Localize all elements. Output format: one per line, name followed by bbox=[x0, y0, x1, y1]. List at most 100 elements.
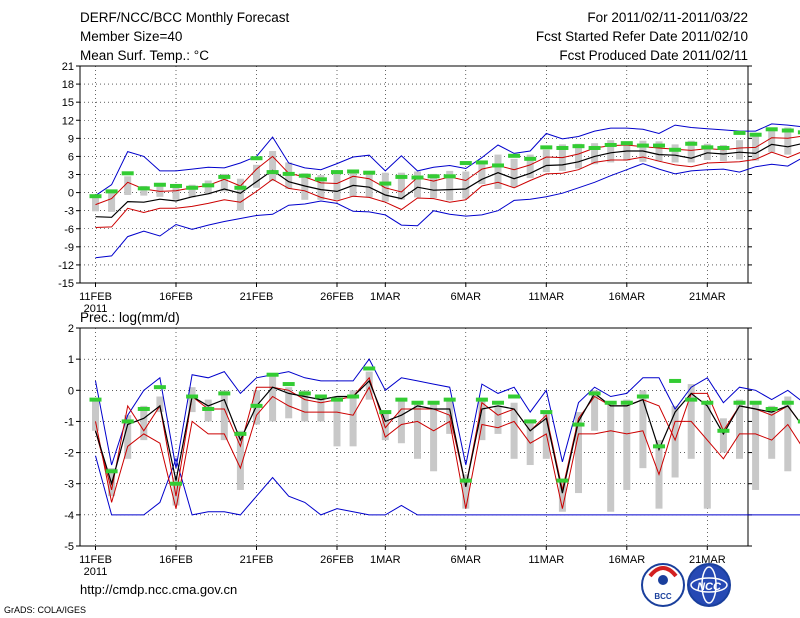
x-tick-label: 26FEB bbox=[320, 554, 354, 566]
median-marker bbox=[701, 400, 714, 405]
median-marker bbox=[153, 385, 166, 390]
ncc-logo: NCC bbox=[687, 563, 731, 607]
spread-box bbox=[575, 143, 582, 169]
median-marker bbox=[556, 145, 569, 150]
median-marker bbox=[331, 397, 343, 402]
variable-label: Mean Surf. Temp.: °C bbox=[80, 48, 209, 63]
spread-box bbox=[510, 158, 518, 188]
x-tick-label: 6MAR bbox=[451, 554, 482, 566]
bcc-logo-text: BCC bbox=[654, 592, 672, 601]
median-marker bbox=[765, 127, 778, 132]
min-envelope-line bbox=[95, 158, 800, 259]
spread-box bbox=[510, 402, 518, 459]
spread-box bbox=[156, 396, 164, 413]
spread-box bbox=[462, 474, 470, 509]
median-marker bbox=[250, 156, 263, 161]
spread-box bbox=[317, 175, 325, 200]
spread-box bbox=[414, 402, 421, 459]
y-tick-label: 12 bbox=[62, 115, 74, 127]
median-marker bbox=[701, 145, 714, 150]
spread-box bbox=[591, 143, 599, 165]
spread-box bbox=[558, 480, 566, 512]
spread-box bbox=[607, 402, 615, 512]
lower-spread-line bbox=[95, 151, 800, 228]
spread-box bbox=[784, 396, 792, 472]
median-marker bbox=[669, 147, 682, 152]
y-tick-label: 18 bbox=[62, 79, 74, 91]
x-tick-label: 11FEB bbox=[79, 554, 112, 566]
median-marker bbox=[475, 160, 488, 165]
lower-spread-line bbox=[95, 385, 800, 509]
spread-box bbox=[526, 154, 534, 179]
y-tick-label: -1 bbox=[64, 416, 74, 428]
median-marker bbox=[186, 185, 199, 190]
median-marker bbox=[121, 419, 134, 424]
median-marker bbox=[475, 397, 488, 402]
max-envelope-line bbox=[95, 358, 800, 469]
median-marker bbox=[717, 145, 730, 150]
x-tick-label: 6MAR bbox=[451, 291, 482, 303]
median-marker bbox=[395, 174, 408, 179]
spread-box bbox=[687, 140, 695, 163]
spread-box bbox=[204, 180, 212, 195]
median-marker bbox=[540, 410, 553, 415]
spread-box bbox=[365, 172, 373, 198]
median-marker bbox=[572, 422, 585, 427]
median-marker bbox=[749, 132, 762, 137]
spread-box bbox=[269, 374, 277, 422]
y-tick-label: -15 bbox=[58, 278, 74, 290]
temperature-panel: -15 -12 -9 -6 -3 0 3 6 9 12 15 18 21 11FEB 16FEB 21FEB 2… bbox=[58, 61, 800, 315]
median-marker bbox=[459, 478, 472, 483]
spread-box bbox=[140, 185, 148, 196]
median-marker bbox=[781, 400, 794, 405]
x-tick-label: 16FEB bbox=[159, 291, 193, 303]
x-year-label: 2011 bbox=[84, 566, 108, 578]
median-marker bbox=[749, 400, 762, 405]
spread-box bbox=[752, 402, 760, 490]
median-marker bbox=[266, 372, 279, 377]
median-marker bbox=[137, 406, 150, 411]
forecast-period: For 2011/02/11-2011/03/22 bbox=[587, 10, 748, 25]
y-tick-label: 9 bbox=[68, 133, 74, 145]
spread-box bbox=[414, 171, 421, 198]
median-marker bbox=[653, 143, 665, 148]
spread-box bbox=[462, 171, 470, 199]
spread-box bbox=[736, 399, 743, 459]
y-tick-label: 3 bbox=[68, 170, 74, 182]
y-tick-label: 0 bbox=[68, 188, 74, 200]
x-tick-label: 21MAR bbox=[689, 291, 726, 303]
median-marker bbox=[105, 189, 118, 194]
spread-box bbox=[140, 405, 148, 441]
y-tick-label: 21 bbox=[62, 61, 74, 73]
median-marker bbox=[669, 378, 682, 383]
bcc-logo: BCC bbox=[641, 563, 685, 607]
median-marker bbox=[572, 144, 585, 149]
y-tick-label: 15 bbox=[62, 97, 74, 109]
median-marker bbox=[588, 145, 601, 150]
median-marker bbox=[347, 394, 360, 399]
source-url[interactable]: http://cmdp.ncc.cma.gov.cn bbox=[80, 582, 237, 597]
x-tick-label: 21FEB bbox=[240, 291, 274, 303]
median-marker bbox=[234, 185, 247, 190]
spread-box bbox=[575, 412, 582, 494]
y-tick-label: -3 bbox=[64, 479, 74, 491]
median-marker bbox=[298, 391, 311, 396]
median-marker bbox=[604, 400, 617, 405]
spread-box bbox=[301, 390, 309, 422]
max-envelope-line bbox=[95, 123, 800, 197]
median-marker bbox=[443, 397, 456, 402]
median-marker bbox=[314, 177, 327, 182]
spread-box bbox=[333, 171, 341, 200]
spread-box bbox=[446, 170, 454, 201]
median-marker bbox=[588, 391, 601, 396]
spread-box bbox=[397, 172, 405, 200]
spread-box bbox=[591, 390, 599, 431]
median-marker bbox=[186, 394, 199, 399]
spread-box bbox=[494, 405, 502, 434]
median-marker bbox=[105, 469, 118, 474]
median-marker bbox=[202, 406, 215, 411]
median-marker bbox=[620, 400, 633, 405]
median-marker bbox=[363, 366, 376, 371]
median-marker bbox=[411, 400, 424, 405]
